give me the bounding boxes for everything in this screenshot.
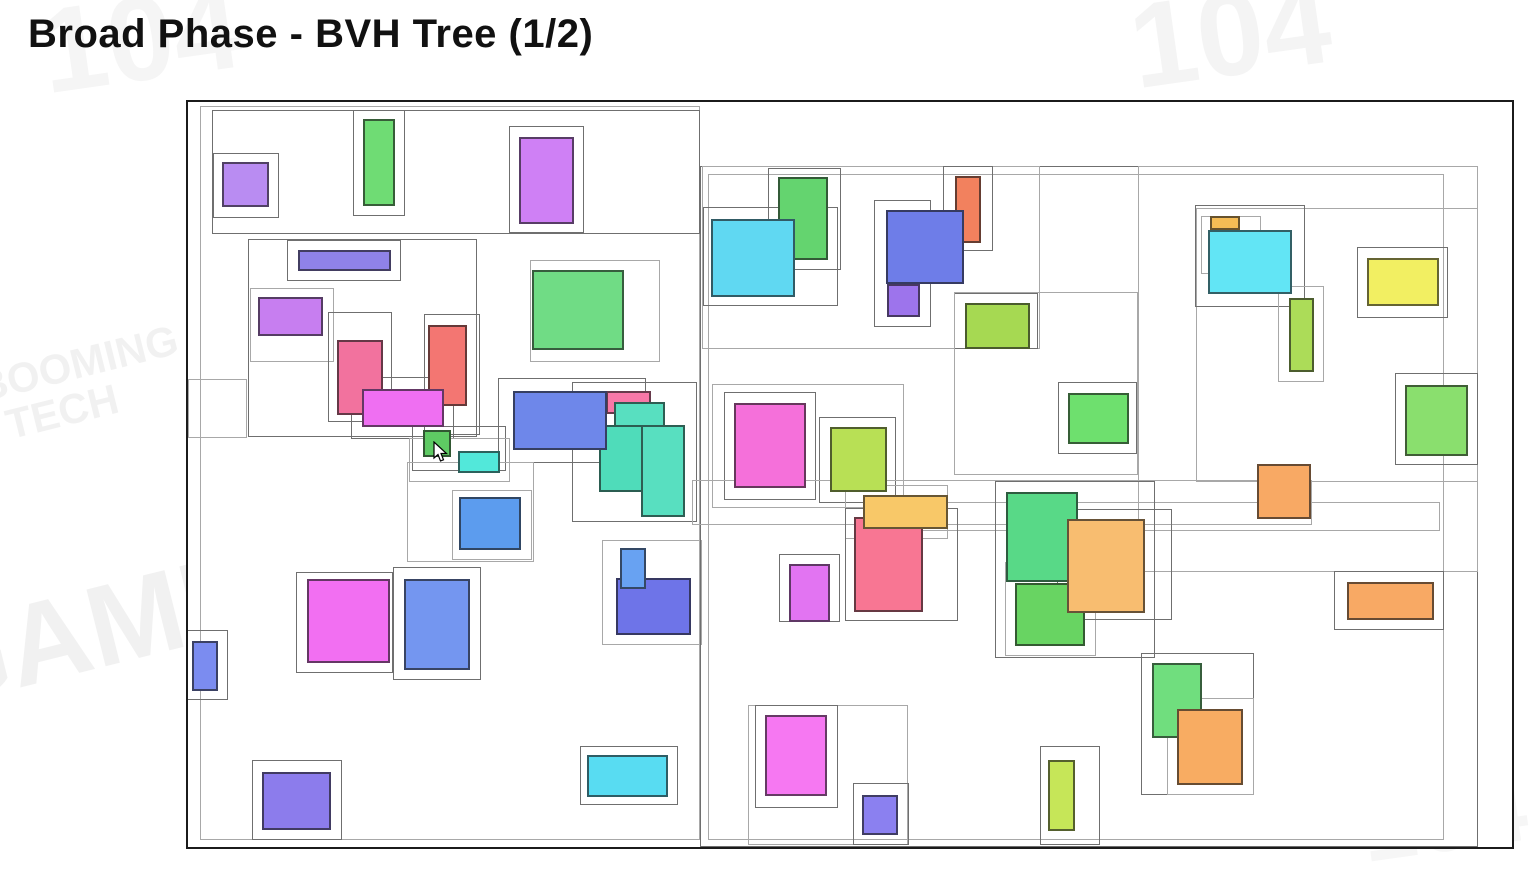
bvh-internal-node-box	[188, 379, 247, 438]
bvh-leaf-object-box	[1006, 492, 1078, 582]
bvh-internal-node-box	[724, 392, 816, 500]
bvh-leaf-object-box	[459, 497, 521, 550]
bvh-internal-node-box	[572, 382, 697, 522]
page-title: Broad Phase - BVH Tree (1/2)	[28, 12, 594, 56]
bvh-leaf-object-box	[519, 137, 574, 224]
bvh-leaf-object-box	[192, 641, 218, 691]
bvh-internal-node-box	[1334, 571, 1444, 630]
background-watermark: TECH	[0, 374, 124, 449]
bvh-leaf-object-box	[222, 162, 269, 207]
bvh-leaf-object-box	[854, 517, 923, 612]
bvh-internal-node-box	[188, 630, 228, 700]
bvh-internal-node-box	[248, 239, 477, 437]
bvh-internal-node-box	[702, 166, 1040, 349]
bvh-internal-node-box	[580, 746, 678, 805]
bvh-visualization-canvas	[186, 100, 1514, 849]
bvh-internal-node-box	[296, 572, 393, 673]
bvh-internal-node-box	[530, 260, 660, 362]
bvh-leaf-object-box	[1347, 582, 1434, 620]
bvh-leaf-object-box	[362, 389, 444, 427]
bvh-internal-node-box	[409, 438, 510, 482]
bvh-leaf-object-box	[1289, 298, 1314, 372]
bvh-internal-node-box	[1357, 247, 1448, 318]
bvh-leaf-object-box	[1210, 216, 1240, 230]
bvh-leaf-object-box	[886, 210, 964, 284]
bvh-internal-node-box	[353, 110, 405, 216]
bvh-leaf-object-box	[734, 403, 806, 488]
bvh-internal-node-box	[943, 166, 993, 251]
bvh-leaf-object-box	[1208, 230, 1292, 294]
bvh-leaf-object-box	[258, 297, 323, 336]
bvh-internal-node-box	[212, 110, 700, 234]
bvh-internal-node-box	[755, 705, 838, 808]
bvh-leaf-object-box	[1257, 464, 1311, 519]
bvh-internal-node-box	[712, 384, 904, 508]
bvh-leaf-object-box	[262, 772, 331, 830]
bvh-leaf-object-box	[887, 284, 920, 317]
bvh-leaf-object-box	[1367, 258, 1439, 306]
bvh-leaf-object-box	[1405, 385, 1468, 456]
bvh-leaf-object-box	[363, 119, 395, 206]
bvh-internal-node-box	[853, 783, 909, 845]
bvh-internal-node-box	[602, 540, 702, 645]
bvh-internal-node-box	[287, 240, 401, 281]
bvh-internal-node-box	[703, 207, 838, 306]
bvh-internal-node-box	[393, 567, 481, 680]
background-watermark: BOOMING	[0, 315, 183, 412]
bvh-leaf-object-box	[863, 495, 948, 529]
bvh-internal-node-box	[424, 314, 480, 435]
bvh-leaf-object-box	[830, 427, 887, 492]
bvh-internal-node-box	[509, 126, 584, 233]
bvh-internal-node-box	[250, 288, 334, 362]
bvh-internal-node-box	[995, 481, 1155, 658]
bvh-internal-node-box	[1395, 373, 1478, 465]
bvh-leaf-object-box	[1177, 709, 1243, 785]
bvh-leaf-object-box	[298, 250, 391, 271]
bvh-internal-node-box	[819, 417, 896, 503]
bvh-internal-node-box	[1196, 208, 1478, 482]
bvh-internal-node-box	[954, 292, 1138, 475]
bvh-internal-node-box	[452, 490, 532, 560]
bvh-leaf-object-box	[765, 715, 827, 796]
bvh-internal-node-box	[1195, 205, 1305, 307]
bvh-leaf-object-box	[532, 270, 624, 350]
bvh-internal-node-box	[328, 312, 392, 422]
bvh-leaf-object-box	[404, 579, 470, 670]
bvh-leaf-object-box	[458, 451, 500, 473]
bvh-leaf-object-box	[862, 795, 898, 835]
bvh-leaf-object-box	[587, 755, 668, 797]
bvh-internal-node-box	[1058, 382, 1137, 454]
bvh-leaf-object-box	[965, 303, 1030, 349]
mouse-cursor-icon	[433, 441, 449, 462]
bvh-leaf-object-box	[1068, 393, 1129, 444]
bvh-leaf-object-box	[711, 219, 795, 297]
bvh-internal-node-box	[1278, 286, 1324, 382]
bvh-leaf-object-box	[1048, 760, 1075, 831]
bvh-leaf-object-box	[1067, 519, 1145, 613]
bvh-leaf-object-box	[955, 176, 981, 243]
bvh-internal-node-box	[1167, 698, 1254, 795]
bvh-internal-node-box	[200, 106, 700, 840]
bvh-leaf-object-box	[620, 548, 646, 589]
bvh-leaf-object-box	[307, 579, 390, 663]
bvh-internal-node-box	[213, 153, 279, 218]
bvh-leaf-object-box	[789, 564, 830, 622]
bvh-leaf-object-box	[513, 391, 607, 450]
bvh-leaf-object-box	[641, 425, 685, 517]
bvh-internal-node-box	[1040, 746, 1100, 845]
background-watermark: 104	[1121, 0, 1339, 116]
bvh-internal-node-box	[708, 174, 1444, 840]
bvh-internal-node-box	[252, 760, 342, 840]
